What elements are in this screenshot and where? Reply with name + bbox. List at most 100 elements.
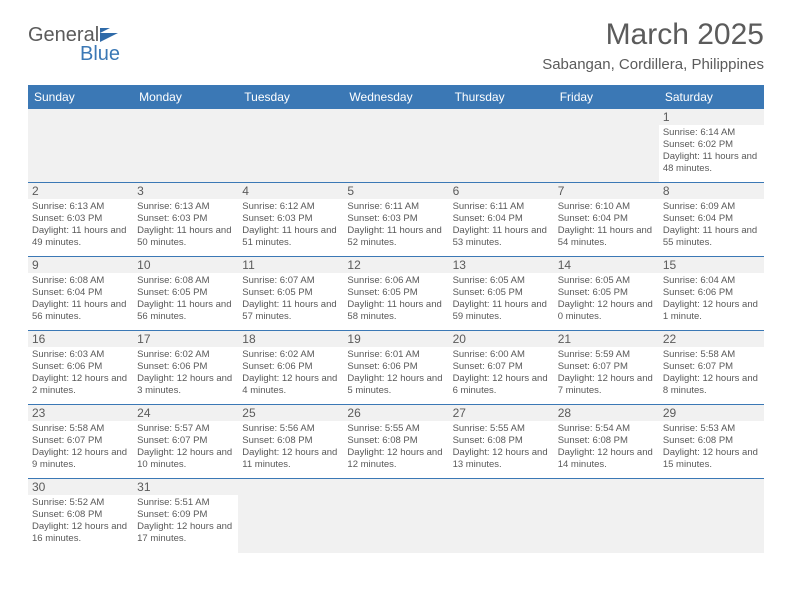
calendar-cell-empty xyxy=(449,109,554,183)
day-detail: Sunrise: 6:03 AMSunset: 6:06 PMDaylight:… xyxy=(32,349,129,397)
day-number: 4 xyxy=(238,183,343,199)
calendar-cell: 3 Sunrise: 6:13 AMSunset: 6:03 PMDaylight… xyxy=(133,183,238,257)
day-detail: Sunrise: 5:55 AMSunset: 6:08 PMDaylight:… xyxy=(453,423,550,471)
day-number: 15 xyxy=(659,257,764,273)
day-number: 2 xyxy=(28,183,133,199)
calendar-cell-empty xyxy=(238,109,343,183)
day-detail: Sunrise: 6:09 AMSunset: 6:04 PMDaylight:… xyxy=(663,201,760,249)
weekday-header: Friday xyxy=(554,85,659,109)
day-number: 19 xyxy=(343,331,448,347)
day-detail: Sunrise: 6:02 AMSunset: 6:06 PMDaylight:… xyxy=(137,349,234,397)
calendar-cell: 15 Sunrise: 6:04 AMSunset: 6:06 PMDayligh… xyxy=(659,257,764,331)
calendar-cell: 6 Sunrise: 6:11 AMSunset: 6:04 PMDaylight… xyxy=(449,183,554,257)
day-detail: Sunrise: 6:00 AMSunset: 6:07 PMDaylight:… xyxy=(453,349,550,397)
calendar-cell: 30 Sunrise: 5:52 AMSunset: 6:08 PMDayligh… xyxy=(28,479,133,553)
day-detail: Sunrise: 6:08 AMSunset: 6:05 PMDaylight:… xyxy=(137,275,234,323)
calendar-cell-empty xyxy=(133,109,238,183)
calendar-cell: 1 Sunrise: 6:14 AMSunset: 6:02 PMDaylight… xyxy=(659,109,764,183)
day-detail: Sunrise: 6:13 AMSunset: 6:03 PMDaylight:… xyxy=(137,201,234,249)
weekday-header: Sunday xyxy=(28,85,133,109)
calendar-cell: 31Sunrise: 5:51 AMSunset: 6:09 PMDayligh… xyxy=(133,479,238,553)
day-number: 27 xyxy=(449,405,554,421)
day-number: 28 xyxy=(554,405,659,421)
calendar-cell-empty xyxy=(28,109,133,183)
day-number: 23 xyxy=(28,405,133,421)
calendar-cell: 2 Sunrise: 6:13 AMSunset: 6:03 PMDaylight… xyxy=(28,183,133,257)
day-detail: Sunrise: 5:55 AMSunset: 6:08 PMDaylight:… xyxy=(347,423,444,471)
calendar-cell: 16 Sunrise: 6:03 AMSunset: 6:06 PMDayligh… xyxy=(28,331,133,405)
day-number: 6 xyxy=(449,183,554,199)
day-detail: Sunrise: 6:12 AMSunset: 6:03 PMDaylight:… xyxy=(242,201,339,249)
calendar-cell: 26 Sunrise: 5:55 AMSunset: 6:08 PMDayligh… xyxy=(343,405,448,479)
calendar-cell: 7Sunrise: 6:10 AMSunset: 6:04 PMDaylight… xyxy=(554,183,659,257)
calendar: SundayMondayTuesdayWednesdayThursdayFrid… xyxy=(28,85,764,553)
logo: GeneralBlue xyxy=(28,18,122,66)
calendar-cell: 10Sunrise: 6:08 AMSunset: 6:05 PMDayligh… xyxy=(133,257,238,331)
calendar-cell: 24Sunrise: 5:57 AMSunset: 6:07 PMDayligh… xyxy=(133,405,238,479)
weekday-header: Wednesday xyxy=(343,85,448,109)
day-detail: Sunrise: 5:58 AMSunset: 6:07 PMDaylight:… xyxy=(663,349,760,397)
calendar-body: 1 Sunrise: 6:14 AMSunset: 6:02 PMDaylight… xyxy=(28,109,764,553)
logo-text-blue: Blue xyxy=(80,43,120,66)
calendar-cell: 25 Sunrise: 5:56 AMSunset: 6:08 PMDayligh… xyxy=(238,405,343,479)
day-number: 3 xyxy=(133,183,238,199)
calendar-cell: 11 Sunrise: 6:07 AMSunset: 6:05 PMDayligh… xyxy=(238,257,343,331)
calendar-cell: 21 Sunrise: 5:59 AMSunset: 6:07 PMDayligh… xyxy=(554,331,659,405)
calendar-cell-empty xyxy=(343,109,448,183)
calendar-cell-empty xyxy=(554,109,659,183)
calendar-cell: 9Sunrise: 6:08 AMSunset: 6:04 PMDaylight… xyxy=(28,257,133,331)
day-detail: Sunrise: 6:05 AMSunset: 6:05 PMDaylight:… xyxy=(453,275,550,323)
day-detail: Sunrise: 6:14 AMSunset: 6:02 PMDaylight:… xyxy=(663,127,760,175)
calendar-cell: 27 Sunrise: 5:55 AMSunset: 6:08 PMDayligh… xyxy=(449,405,554,479)
calendar-cell: 5 Sunrise: 6:11 AMSunset: 6:03 PMDaylight… xyxy=(343,183,448,257)
day-number: 30 xyxy=(28,479,133,495)
calendar-cell: 8Sunrise: 6:09 AMSunset: 6:04 PMDaylight… xyxy=(659,183,764,257)
calendar-cell: 4 Sunrise: 6:12 AMSunset: 6:03 PMDaylight… xyxy=(238,183,343,257)
calendar-cell: 13 Sunrise: 6:05 AMSunset: 6:05 PMDayligh… xyxy=(449,257,554,331)
day-detail: Sunrise: 6:11 AMSunset: 6:03 PMDaylight:… xyxy=(347,201,444,249)
day-number: 12 xyxy=(343,257,448,273)
day-detail: Sunrise: 5:58 AMSunset: 6:07 PMDaylight:… xyxy=(32,423,129,471)
day-number: 21 xyxy=(554,331,659,347)
day-detail: Sunrise: 6:04 AMSunset: 6:06 PMDaylight:… xyxy=(663,275,760,323)
calendar-cell: 17 Sunrise: 6:02 AMSunset: 6:06 PMDayligh… xyxy=(133,331,238,405)
calendar-cell: 19 Sunrise: 6:01 AMSunset: 6:06 PMDayligh… xyxy=(343,331,448,405)
day-detail: Sunrise: 6:13 AMSunset: 6:03 PMDaylight:… xyxy=(32,201,129,249)
calendar-cell: 12 Sunrise: 6:06 AMSunset: 6:05 PMDayligh… xyxy=(343,257,448,331)
calendar-cell: 20 Sunrise: 6:00 AMSunset: 6:07 PMDayligh… xyxy=(449,331,554,405)
day-number: 25 xyxy=(238,405,343,421)
calendar-cell: 14Sunrise: 6:05 AMSunset: 6:05 PMDayligh… xyxy=(554,257,659,331)
day-number: 17 xyxy=(133,331,238,347)
day-number: 1 xyxy=(659,109,764,125)
day-number: 7 xyxy=(554,183,659,199)
calendar-cell-empty xyxy=(343,479,448,553)
title-block: March 2025 Sabangan, Cordillera, Philipp… xyxy=(542,18,764,73)
day-detail: Sunrise: 5:51 AMSunset: 6:09 PMDaylight:… xyxy=(137,497,234,545)
calendar-cell-empty xyxy=(659,479,764,553)
day-detail: Sunrise: 5:56 AMSunset: 6:08 PMDaylight:… xyxy=(242,423,339,471)
day-detail: Sunrise: 5:52 AMSunset: 6:08 PMDaylight:… xyxy=(32,497,129,545)
day-detail: Sunrise: 6:08 AMSunset: 6:04 PMDaylight:… xyxy=(32,275,129,323)
calendar-cell: 18Sunrise: 6:02 AMSunset: 6:06 PMDayligh… xyxy=(238,331,343,405)
day-detail: Sunrise: 5:53 AMSunset: 6:08 PMDaylight:… xyxy=(663,423,760,471)
day-number: 13 xyxy=(449,257,554,273)
header: GeneralBlue March 2025 Sabangan, Cordill… xyxy=(28,18,764,73)
day-number: 16 xyxy=(28,331,133,347)
day-detail: Sunrise: 6:06 AMSunset: 6:05 PMDaylight:… xyxy=(347,275,444,323)
day-detail: Sunrise: 5:59 AMSunset: 6:07 PMDaylight:… xyxy=(558,349,655,397)
page: GeneralBlue March 2025 Sabangan, Cordill… xyxy=(0,0,792,553)
day-detail: Sunrise: 6:01 AMSunset: 6:06 PMDaylight:… xyxy=(347,349,444,397)
day-number: 22 xyxy=(659,331,764,347)
day-detail: Sunrise: 6:11 AMSunset: 6:04 PMDaylight:… xyxy=(453,201,550,249)
day-number: 20 xyxy=(449,331,554,347)
day-number: 11 xyxy=(238,257,343,273)
day-detail: Sunrise: 6:07 AMSunset: 6:05 PMDaylight:… xyxy=(242,275,339,323)
day-number: 18 xyxy=(238,331,343,347)
location: Sabangan, Cordillera, Philippines xyxy=(542,56,764,73)
day-detail: Sunrise: 6:05 AMSunset: 6:05 PMDaylight:… xyxy=(558,275,655,323)
day-number: 26 xyxy=(343,405,448,421)
day-number: 24 xyxy=(133,405,238,421)
day-number: 5 xyxy=(343,183,448,199)
month-title: March 2025 xyxy=(542,18,764,52)
weekday-header: Thursday xyxy=(449,85,554,109)
